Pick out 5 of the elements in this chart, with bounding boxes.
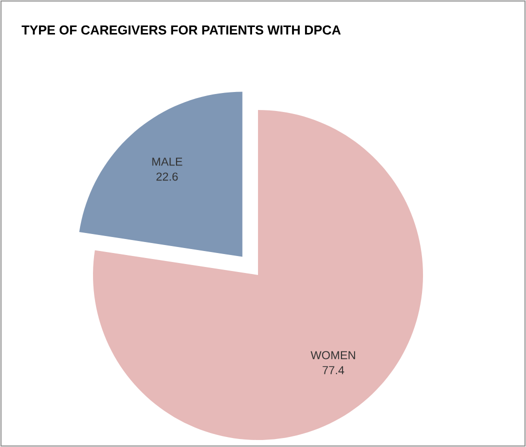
data-label: 22.6: [156, 172, 178, 181]
slice-label: MALE: [152, 158, 182, 166]
slice-label: WOMEN: [310, 351, 356, 360]
data-label: 77.4: [322, 366, 344, 374]
chart-title: TYPE OF CAREGIVERS FOR PATIENTS WITH DPCA: [22, 25, 341, 35]
